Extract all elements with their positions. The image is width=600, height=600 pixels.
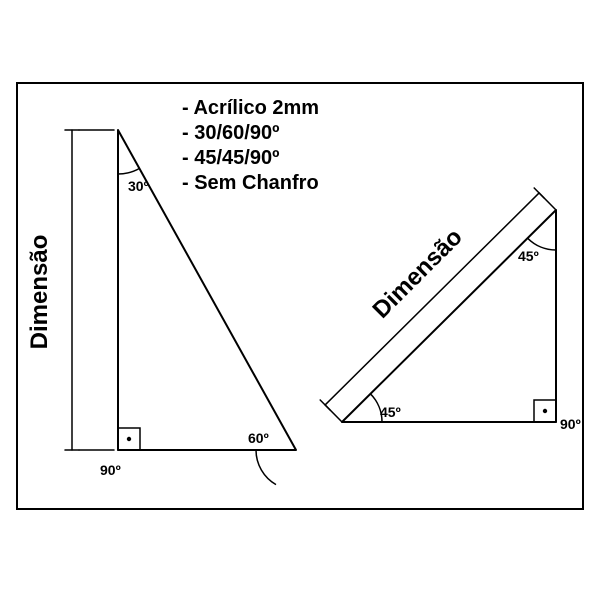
angle-90-right: 90º <box>560 416 581 432</box>
spec-item: - 45/45/90º <box>182 146 319 171</box>
angle-45-a: 45º <box>380 404 401 420</box>
spec-list: - Acrílico 2mm- 30/60/90º- 45/45/90º- Se… <box>182 96 319 196</box>
diagram-stage: { "canvas": { "width": 600, "height": 60… <box>0 0 600 600</box>
angle-60: 60º <box>248 430 269 446</box>
dimension-label-left: Dimensão <box>26 235 54 350</box>
spec-item: - Acrílico 2mm <box>182 96 319 121</box>
angle-45-b: 45º <box>518 248 539 264</box>
spec-item: - Sem Chanfro <box>182 171 319 196</box>
geometry-layer <box>0 0 600 600</box>
angle-30: 30º <box>128 178 149 194</box>
spec-item: - 30/60/90º <box>182 121 319 146</box>
angle-90-left: 90º <box>100 462 121 478</box>
